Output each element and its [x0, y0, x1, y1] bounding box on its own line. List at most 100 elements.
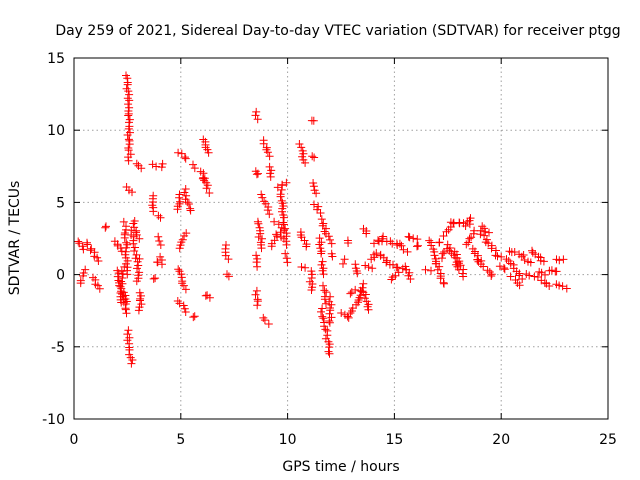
data-point	[128, 356, 137, 364]
data-point	[555, 256, 564, 265]
data-point	[307, 274, 316, 282]
y-tick-label: 15	[47, 51, 65, 67]
data-point	[438, 254, 446, 263]
data-point	[253, 262, 262, 271]
data-point	[124, 111, 133, 120]
chart-title: Day 259 of 2021, Sidereal Day-to-day VTE…	[55, 23, 620, 39]
data-point	[276, 192, 285, 201]
data-point	[204, 148, 213, 157]
data-point	[325, 309, 334, 318]
data-point	[130, 223, 139, 232]
data-point	[526, 258, 535, 267]
data-point	[307, 267, 316, 276]
data-point	[368, 264, 377, 273]
data-point	[555, 281, 564, 290]
data-point	[198, 174, 207, 183]
data-point	[344, 313, 353, 322]
plot-frame	[73, 57, 609, 420]
data-point	[318, 257, 327, 266]
data-point	[124, 135, 133, 144]
data-point	[491, 251, 500, 260]
data-point	[254, 219, 263, 228]
data-point	[317, 249, 326, 258]
data-point	[282, 232, 291, 241]
data-point	[476, 230, 485, 239]
data-point	[128, 188, 136, 197]
data-point	[186, 206, 195, 215]
data-point	[539, 257, 548, 266]
data-point	[301, 263, 310, 272]
data-point	[461, 222, 470, 230]
data-point	[317, 260, 326, 269]
data-point	[480, 224, 489, 233]
data-point	[328, 252, 337, 261]
data-point	[324, 347, 333, 356]
data-point	[122, 259, 130, 268]
data-point	[202, 184, 211, 193]
data-point	[258, 193, 267, 202]
data-point	[181, 285, 190, 294]
data-point	[318, 304, 327, 313]
data-point	[123, 80, 132, 89]
data-point	[151, 274, 160, 283]
data-point	[414, 241, 422, 250]
data-point	[533, 273, 542, 281]
data-point	[459, 265, 468, 274]
data-point	[265, 210, 274, 219]
data-point	[300, 236, 309, 245]
data-point	[203, 145, 212, 154]
data-point	[279, 218, 288, 227]
data-point	[149, 207, 158, 216]
data-point	[404, 271, 413, 280]
data-point	[353, 269, 362, 278]
data-point	[123, 270, 132, 279]
data-point	[175, 299, 184, 308]
data-point	[181, 308, 190, 316]
data-point	[319, 281, 327, 290]
data-point	[379, 232, 388, 241]
data-point	[79, 269, 88, 277]
data-point	[252, 107, 261, 116]
data-point	[133, 257, 142, 266]
data-point	[278, 207, 286, 216]
data-point	[179, 301, 188, 310]
data-point	[510, 248, 519, 256]
data-point	[132, 277, 141, 286]
data-point	[283, 258, 292, 267]
data-point	[361, 290, 370, 299]
data-point	[552, 267, 561, 276]
x-tick-label: 25	[599, 432, 617, 448]
data-point	[528, 246, 536, 255]
data-point	[465, 234, 474, 243]
data-point	[118, 274, 127, 282]
data-point	[327, 300, 336, 309]
data-point	[301, 158, 310, 167]
data-point	[224, 272, 233, 281]
data-point	[179, 281, 188, 290]
data-point	[436, 274, 445, 283]
data-point	[403, 247, 412, 256]
data-point	[372, 249, 381, 258]
data-point	[282, 178, 291, 187]
data-point	[124, 87, 133, 96]
data-point	[295, 140, 304, 148]
data-point	[127, 359, 136, 368]
data-point	[325, 349, 334, 358]
data-point	[175, 190, 184, 199]
data-point	[83, 240, 92, 249]
data-point	[281, 249, 290, 258]
data-point	[397, 241, 406, 250]
data-point	[252, 170, 261, 179]
data-point	[132, 159, 141, 168]
data-point	[270, 236, 279, 245]
data-point	[302, 242, 311, 251]
data-point	[427, 266, 435, 275]
data-point	[81, 265, 90, 274]
data-point	[280, 213, 288, 222]
y-tick-label: 5	[56, 195, 65, 211]
data-point	[421, 265, 430, 274]
data-point	[79, 245, 88, 254]
data-points	[74, 71, 571, 368]
data-point	[124, 109, 133, 118]
x-tick-label: 0	[70, 432, 79, 448]
